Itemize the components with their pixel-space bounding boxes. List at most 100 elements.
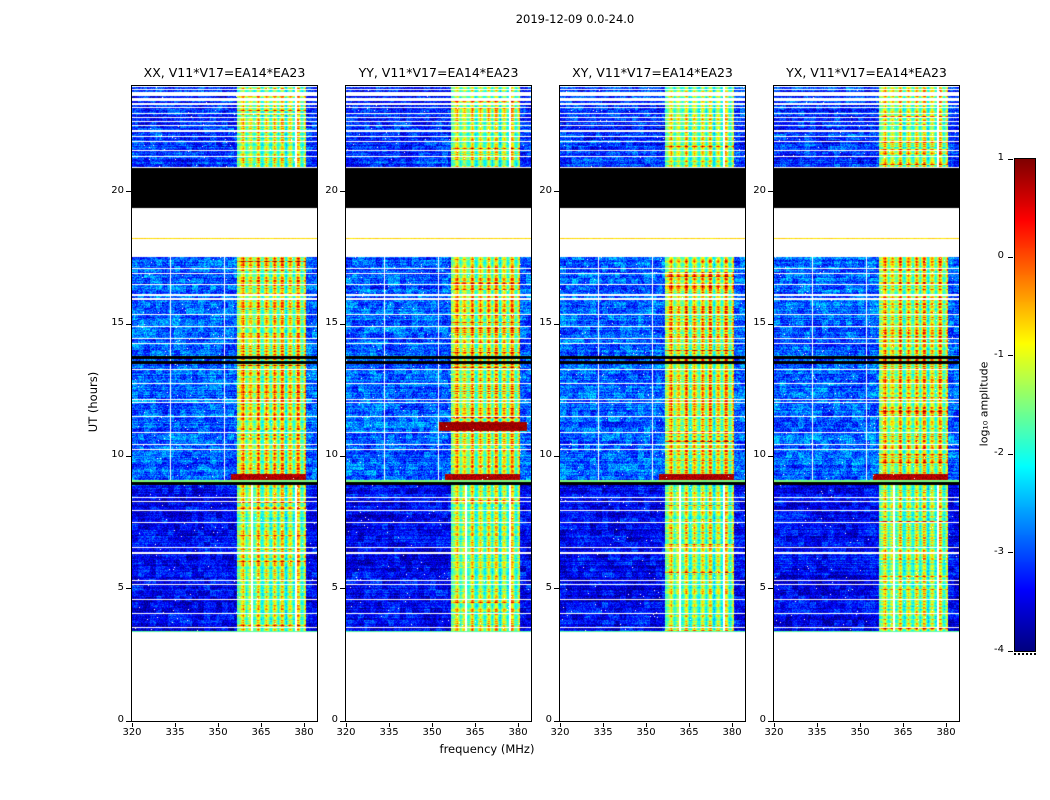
x-tick-mark — [303, 723, 305, 727]
y-tick-mark — [768, 455, 773, 457]
y-tick-label: 10 — [539, 449, 552, 461]
x-tick-label: 380 — [722, 727, 742, 738]
x-tick-label: 365 — [679, 727, 699, 738]
y-tick-mark — [340, 323, 345, 325]
panel-xy: XY, V11*V17=EA14*EA23 320 335 350 365 380 0 5 10… — [539, 65, 746, 738]
x-tick-mark — [859, 723, 861, 727]
spectrogram-canvas — [132, 86, 317, 721]
x-tick-label: 320 — [550, 727, 570, 738]
spectrogram-canvas — [346, 86, 531, 721]
x-tick-mark — [174, 723, 176, 727]
figure-title: 2019-12-09 0.0-24.0 — [515, 12, 635, 26]
y-tick-mark — [768, 588, 773, 590]
y-tick-mark — [340, 720, 345, 722]
y-tick-mark — [554, 588, 559, 590]
y-tick-mark — [126, 720, 131, 722]
y-tick-mark — [126, 191, 131, 193]
x-tick-label: 380 — [294, 727, 314, 738]
x-tick-label: 365 — [251, 727, 271, 738]
y-tick-mark — [554, 455, 559, 457]
panel-title: XX, V11*V17=EA14*EA23 — [143, 65, 306, 80]
colorbar-tick-label: -3 — [994, 545, 1004, 557]
x-tick-mark — [816, 723, 818, 727]
spectrogram-canvas — [774, 86, 959, 721]
colorbar-extend-dots — [1014, 653, 1036, 655]
y-tick-label: 5 — [759, 581, 766, 593]
y-tick-mark — [340, 455, 345, 457]
x-tick-label: 365 — [465, 727, 485, 738]
colorbar-tick-label: -2 — [994, 447, 1004, 459]
y-tick-mark — [768, 191, 773, 193]
y-tick-label: 15 — [539, 317, 552, 329]
y-tick-label: 0 — [331, 714, 338, 725]
colorbar-tick-mark — [1008, 552, 1013, 554]
y-tick-label: 0 — [545, 714, 552, 725]
x-tick-label: 320 — [336, 727, 356, 738]
colorbar-tick-label: 0 — [997, 250, 1004, 262]
x-tick-label: 335 — [165, 727, 185, 738]
x-tick-label: 350 — [208, 727, 228, 738]
y-tick-label: 20 — [325, 184, 338, 196]
x-tick-label: 335 — [807, 727, 827, 738]
y-tick-label: 20 — [753, 184, 766, 196]
panel-title: YX, V11*V17=EA14*EA23 — [786, 65, 947, 80]
x-tick-mark — [517, 723, 519, 727]
x-tick-mark — [388, 723, 390, 727]
x-tick-mark — [945, 723, 947, 727]
spectrogram-canvas — [560, 86, 745, 721]
x-tick-label: 380 — [508, 727, 528, 738]
x-tick-mark — [217, 723, 219, 727]
y-tick-label: 15 — [111, 317, 124, 329]
x-tick-mark — [431, 723, 433, 727]
y-tick-label: 0 — [759, 714, 766, 725]
colorbar: 1 0 -1 -2 -3 -4 — [994, 152, 1036, 655]
colorbar-tick-mark — [1008, 650, 1013, 652]
y-tick-mark — [554, 323, 559, 325]
y-tick-label: 20 — [111, 184, 124, 196]
x-tick-label: 335 — [379, 727, 399, 738]
x-tick-mark — [731, 723, 733, 727]
x-tick-mark — [474, 723, 476, 727]
y-tick-label: 5 — [331, 581, 338, 593]
x-tick-label: 380 — [936, 727, 956, 738]
y-tick-label: 20 — [539, 184, 552, 196]
x-tick-mark — [559, 723, 561, 727]
y-tick-mark — [554, 191, 559, 193]
y-tick-mark — [768, 323, 773, 325]
colorbar-tick-label: 1 — [997, 152, 1004, 163]
colorbar-label: log₁₀ amplitude — [977, 361, 991, 447]
y-tick-mark — [126, 455, 131, 457]
x-tick-label: 350 — [422, 727, 442, 738]
x-tick-label: 350 — [636, 727, 656, 738]
x-tick-mark — [645, 723, 647, 727]
y-tick-label: 10 — [325, 449, 338, 461]
x-tick-label: 320 — [122, 727, 142, 738]
colorbar-tick-label: -4 — [994, 644, 1004, 655]
x-tick-label: 350 — [850, 727, 870, 738]
x-tick-mark — [773, 723, 775, 727]
colorbar-tick-mark — [1008, 453, 1013, 455]
panel-title: XY, V11*V17=EA14*EA23 — [572, 65, 733, 80]
x-tick-mark — [902, 723, 904, 727]
y-tick-label: 0 — [117, 714, 124, 725]
y-tick-label: 5 — [545, 581, 552, 593]
x-tick-mark — [131, 723, 133, 727]
y-tick-mark — [126, 588, 131, 590]
colorbar-tick-mark — [1008, 256, 1013, 258]
y-tick-label: 10 — [111, 449, 124, 461]
colorbar-gradient — [1015, 159, 1035, 651]
colorbar-tick-mark — [1008, 355, 1013, 357]
colorbar-tick-mark — [1008, 158, 1013, 160]
panel-yy: YY, V11*V17=EA14*EA23 320 335 350 365 380 0 5 10… — [325, 65, 532, 738]
y-tick-mark — [768, 720, 773, 722]
y-tick-mark — [554, 720, 559, 722]
y-tick-mark — [340, 588, 345, 590]
x-axis-label: frequency (MHz) — [439, 742, 535, 756]
panel-title: YY, V11*V17=EA14*EA23 — [358, 65, 519, 80]
y-tick-label: 15 — [325, 317, 338, 329]
x-tick-mark — [688, 723, 690, 727]
x-tick-mark — [260, 723, 262, 727]
x-tick-mark — [345, 723, 347, 727]
colorbar-tick-label: -1 — [994, 348, 1004, 360]
